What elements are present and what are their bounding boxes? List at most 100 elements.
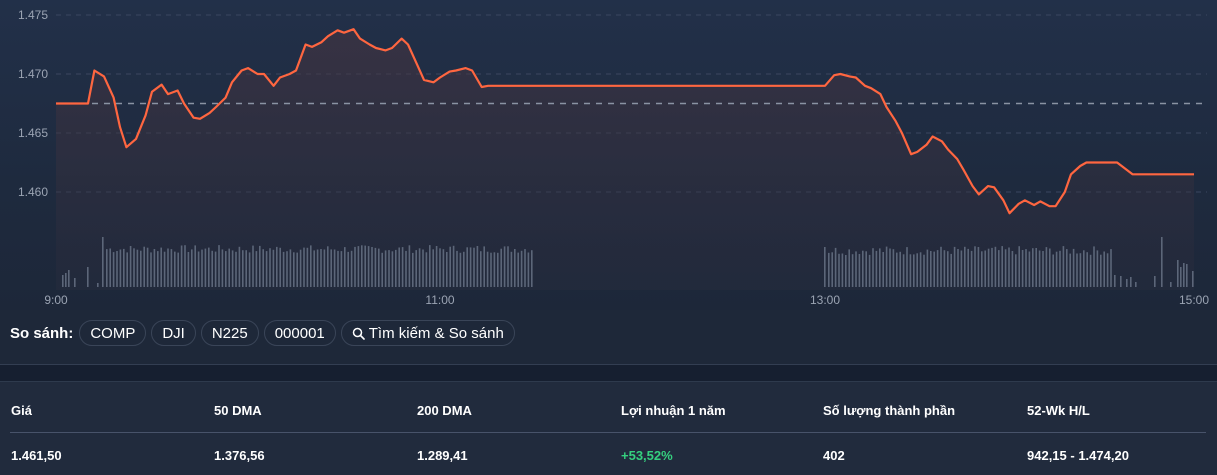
volume-bar bbox=[936, 250, 939, 287]
search-icon bbox=[352, 327, 365, 340]
volume-bar bbox=[1011, 251, 1014, 287]
x-axis-tick: 11:00 bbox=[425, 293, 455, 307]
stat-header-50dma: 50 DMA bbox=[214, 403, 262, 418]
volume-bar bbox=[395, 249, 397, 287]
volume-bar bbox=[446, 252, 448, 287]
volume-bar bbox=[520, 250, 523, 287]
volume-bar bbox=[483, 246, 485, 287]
volume-bar bbox=[834, 247, 837, 287]
compare-chip-dji[interactable]: DJI bbox=[151, 320, 196, 346]
stat-value-1y-return: +53,52% bbox=[621, 448, 673, 463]
volume-bar bbox=[140, 250, 142, 287]
volume-bar bbox=[466, 247, 468, 287]
y-axis-tick: 1.475 bbox=[17, 8, 48, 22]
volume-bar bbox=[1059, 250, 1061, 287]
volume-bar bbox=[490, 252, 492, 287]
volume-bar bbox=[442, 249, 445, 287]
volume-bar bbox=[981, 251, 983, 287]
volume-bar bbox=[1177, 260, 1179, 287]
volume-bar bbox=[970, 250, 973, 287]
volume-bar bbox=[831, 252, 833, 287]
volume-bar bbox=[248, 252, 251, 287]
stat-header-52wk: 52-Wk H/L bbox=[1027, 403, 1090, 418]
volume-bar bbox=[153, 249, 156, 287]
volume-bar bbox=[858, 254, 861, 287]
x-axis-tick: 13:00 bbox=[809, 293, 841, 307]
volume-bar bbox=[303, 247, 305, 287]
volume-bar bbox=[269, 248, 271, 287]
price-chart[interactable]: 1.475 1.470 1.465 1.460 9:00 11:00 13:00… bbox=[0, 0, 1217, 310]
volume-bar bbox=[340, 251, 343, 287]
volume-bar bbox=[868, 254, 871, 287]
volume-bar bbox=[967, 248, 969, 287]
x-axis-tick: 9:00 bbox=[44, 293, 68, 307]
volume-bar bbox=[435, 246, 438, 287]
volume-bar bbox=[456, 250, 458, 287]
volume-bar bbox=[74, 278, 76, 287]
volume-bar bbox=[1069, 253, 1071, 287]
volume-bar bbox=[194, 245, 196, 287]
chip-label: COMP bbox=[90, 324, 136, 342]
volume-bar bbox=[106, 249, 108, 287]
volume-bar bbox=[977, 247, 980, 287]
volume-bar bbox=[418, 248, 421, 287]
volume-bar bbox=[286, 251, 288, 287]
stat-value-200dma: 1.289,41 bbox=[417, 448, 468, 463]
volume-bar bbox=[231, 250, 234, 287]
volume-bar bbox=[1038, 250, 1041, 287]
volume-bar bbox=[1100, 254, 1102, 287]
volume-bar bbox=[425, 252, 428, 287]
volume-bar bbox=[1154, 276, 1156, 287]
volume-bar bbox=[1110, 249, 1112, 287]
volume-bar bbox=[87, 267, 89, 287]
volume-bar bbox=[953, 246, 956, 287]
volume-bar bbox=[960, 250, 963, 287]
volume-bar bbox=[1025, 249, 1027, 287]
volume-bar bbox=[381, 252, 383, 287]
volume-bar bbox=[923, 254, 925, 287]
volume-bar bbox=[265, 251, 268, 287]
volume-bar bbox=[333, 249, 336, 287]
volume-bar bbox=[906, 247, 908, 287]
volume-bar bbox=[97, 283, 99, 287]
x-axis-tick: 15:00 bbox=[1178, 293, 1210, 307]
volume-bar bbox=[987, 248, 990, 287]
volume-bar bbox=[102, 237, 104, 287]
search-compare-button[interactable]: Tìm kiếm & So sánh bbox=[340, 320, 515, 346]
volume-bar bbox=[1120, 276, 1122, 287]
volume-bar bbox=[1170, 282, 1172, 287]
compare-chip-000001[interactable]: 000001 bbox=[263, 320, 336, 346]
volume-bar bbox=[848, 249, 850, 287]
volume-bar bbox=[452, 245, 455, 287]
volume-bar bbox=[180, 245, 183, 287]
volume-bar bbox=[235, 251, 237, 287]
volume-bar bbox=[191, 249, 193, 287]
volume-bar bbox=[1103, 251, 1105, 287]
volume-bar bbox=[238, 246, 241, 287]
volume-bar bbox=[514, 249, 516, 287]
volume-bar bbox=[998, 250, 1000, 287]
volume-bar bbox=[313, 250, 315, 287]
compare-chip-n225[interactable]: N225 bbox=[200, 320, 259, 346]
volume-bar bbox=[974, 246, 976, 287]
volume-bar bbox=[480, 251, 482, 287]
volume-bar bbox=[255, 251, 258, 287]
volume-bar bbox=[150, 252, 152, 287]
volume-bar bbox=[228, 248, 230, 287]
stats-table: Giá 50 DMA 200 DMA Lợi nhuận 1 năm Số lư… bbox=[0, 382, 1217, 475]
volume-bar bbox=[517, 252, 519, 287]
volume-bar bbox=[408, 245, 411, 287]
volume-bar bbox=[282, 251, 285, 287]
compare-chip-comp[interactable]: COMP bbox=[79, 320, 147, 346]
chart-canvas[interactable] bbox=[0, 0, 1217, 310]
volume-bar bbox=[896, 252, 898, 287]
volume-bar bbox=[824, 247, 826, 287]
volume-bar bbox=[276, 246, 278, 287]
volume-bar bbox=[1001, 246, 1003, 287]
volume-bar bbox=[1052, 254, 1054, 287]
volume-bar bbox=[116, 251, 118, 287]
volume-bar bbox=[388, 250, 390, 287]
volume-bar bbox=[225, 251, 227, 287]
volume-bar bbox=[486, 251, 489, 287]
stat-header-1y-return: Lợi nhuận 1 năm bbox=[621, 403, 726, 418]
